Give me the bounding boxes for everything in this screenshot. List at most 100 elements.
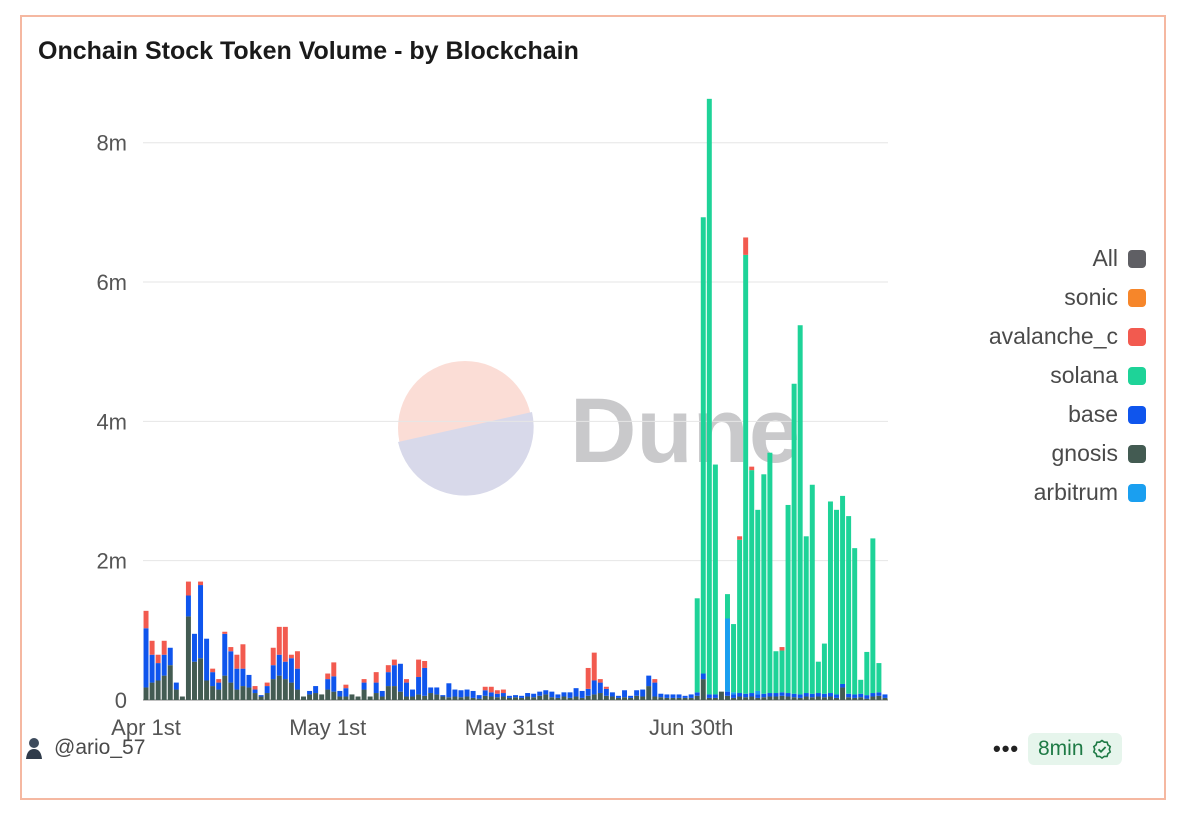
bar-segment-gnosis[interactable] [603, 695, 609, 700]
author[interactable]: @ario_57 [24, 736, 145, 760]
bar-segment-gnosis[interactable] [531, 697, 537, 700]
bar-segment-base[interactable] [307, 690, 313, 695]
bar-segment-gnosis[interactable] [276, 675, 282, 700]
bar-segment-base[interactable] [422, 667, 428, 696]
bar-segment-gnosis[interactable] [688, 697, 694, 700]
bar-segment-gnosis[interactable] [506, 697, 512, 700]
bar-segment-base[interactable] [167, 647, 173, 666]
bar-segment-base[interactable] [821, 693, 827, 698]
bar-segment-base[interactable] [452, 689, 458, 697]
bar-segment-solana[interactable] [743, 254, 749, 694]
bar-segment-base[interactable] [712, 694, 718, 698]
bar-segment-gnosis[interactable] [694, 695, 700, 700]
bar-segment-base[interactable] [609, 692, 615, 697]
bar-segment-gnosis[interactable] [204, 680, 210, 700]
bar-segment-avalanche_c[interactable] [282, 626, 288, 662]
bar-segment-gnosis[interactable] [428, 693, 434, 700]
bar-segment-avalanche_c[interactable] [385, 665, 391, 673]
bar-segment-gnosis[interactable] [640, 696, 646, 700]
bar-segment-gnosis[interactable] [361, 689, 367, 700]
bar-segment-avalanche_c[interactable] [603, 686, 609, 689]
bar-segment-gnosis[interactable] [294, 689, 300, 700]
bar-segment-base[interactable] [688, 694, 694, 698]
bar-segment-base[interactable] [640, 689, 646, 697]
bar-segment-avalanche_c[interactable] [749, 466, 755, 471]
bar-segment-gnosis[interactable] [192, 661, 197, 700]
bar-segment-gnosis[interactable] [270, 679, 276, 700]
bar-segment-base[interactable] [161, 654, 167, 676]
bar-segment-avalanche_c[interactable] [155, 654, 161, 664]
bar-segment-base[interactable] [494, 693, 500, 698]
bar-segment-gnosis[interactable] [434, 694, 440, 700]
bar-segment-base[interactable] [331, 676, 337, 692]
bar-segment-base[interactable] [773, 693, 779, 697]
bar-segment-gnosis[interactable] [561, 696, 567, 700]
bar-segment-gnosis[interactable] [173, 689, 179, 700]
bar-segment-gnosis[interactable] [670, 697, 676, 700]
bar-segment-gnosis[interactable] [476, 698, 482, 700]
bar-segment-gnosis[interactable] [301, 696, 306, 700]
bar-segment-gnosis[interactable] [343, 696, 349, 700]
bar-segment-gnosis[interactable] [210, 686, 216, 700]
bar-segment-gnosis[interactable] [718, 691, 724, 700]
bar-segment-solana[interactable] [749, 470, 755, 694]
bar-segment-base[interactable] [228, 651, 234, 683]
bar-segment-base[interactable] [537, 691, 543, 696]
bar-segment-base[interactable] [234, 668, 240, 690]
bar-segment-gnosis[interactable] [258, 696, 264, 700]
bar-segment-base[interactable] [240, 668, 246, 687]
bar-segment-base[interactable] [361, 682, 367, 690]
bar-segment-gnosis[interactable] [179, 696, 185, 700]
bar-segment-gnosis[interactable] [743, 697, 749, 700]
bar-segment-gnosis[interactable] [167, 665, 173, 700]
bar-segment-base[interactable] [749, 693, 755, 697]
bar-segment-avalanche_c[interactable] [331, 662, 337, 677]
bar-segment-base[interactable] [343, 688, 349, 697]
bar-segment-solana[interactable] [827, 501, 833, 694]
bar-segment-gnosis[interactable] [416, 694, 422, 700]
bar-segment-gnosis[interactable] [337, 696, 343, 700]
bar-segment-base[interactable] [591, 680, 597, 695]
bar-segment-gnosis[interactable] [307, 694, 313, 700]
bar-segment-gnosis[interactable] [676, 697, 682, 700]
bar-segment-avalanche_c[interactable] [416, 659, 422, 678]
bar-segment-solana[interactable] [761, 474, 767, 694]
bar-segment-base[interactable] [809, 693, 815, 698]
bar-segment-avalanche_c[interactable] [325, 673, 331, 680]
bar-segment-base[interactable] [264, 686, 270, 694]
bar-segment-base[interactable] [634, 690, 640, 696]
bar-segment-gnosis[interactable] [216, 689, 222, 700]
bar-segment-avalanche_c[interactable] [422, 660, 428, 668]
bar-segment-gnosis[interactable] [397, 691, 403, 700]
bar-segment-base[interactable] [210, 672, 216, 687]
bar-segment-base[interactable] [155, 663, 161, 681]
bar-segment-avalanche_c[interactable] [597, 679, 603, 683]
bar-segment-base[interactable] [852, 694, 858, 698]
bar-segment-avalanche_c[interactable] [361, 679, 367, 683]
bar-segment-base[interactable] [579, 690, 585, 698]
bar-segment-avalanche_c[interactable] [373, 672, 379, 683]
bar-segment-avalanche_c[interactable] [252, 686, 258, 690]
bar-segment-base[interactable] [337, 690, 343, 697]
bar-segment-gnosis[interactable] [664, 697, 670, 700]
bar-segment-gnosis[interactable] [852, 697, 858, 700]
bar-segment-gnosis[interactable] [379, 696, 385, 700]
bar-segment-gnosis[interactable] [555, 697, 561, 700]
bar-segment-avalanche_c[interactable] [482, 686, 488, 691]
bar-segment-gnosis[interactable] [494, 697, 500, 700]
bar-segment-gnosis[interactable] [355, 696, 361, 700]
bar-segment-solana[interactable] [864, 651, 870, 696]
bar-segment-gnosis[interactable] [525, 696, 531, 700]
bar-segment-base[interactable] [531, 693, 537, 698]
bar-segment-gnosis[interactable] [567, 697, 573, 700]
bar-segment-base[interactable] [761, 693, 767, 698]
bar-segment-gnosis[interactable] [785, 696, 791, 700]
bar-segment-avalanche_c[interactable] [222, 631, 228, 634]
bar-segment-gnosis[interactable] [234, 689, 240, 700]
bar-segment-base[interactable] [464, 689, 470, 697]
bar-segment-gnosis[interactable] [706, 697, 712, 700]
bar-segment-gnosis[interactable] [809, 697, 815, 700]
bar-segment-avalanche_c[interactable] [216, 679, 222, 683]
bar-segment-base[interactable] [525, 693, 531, 697]
bar-segment-avalanche_c[interactable] [585, 667, 591, 689]
